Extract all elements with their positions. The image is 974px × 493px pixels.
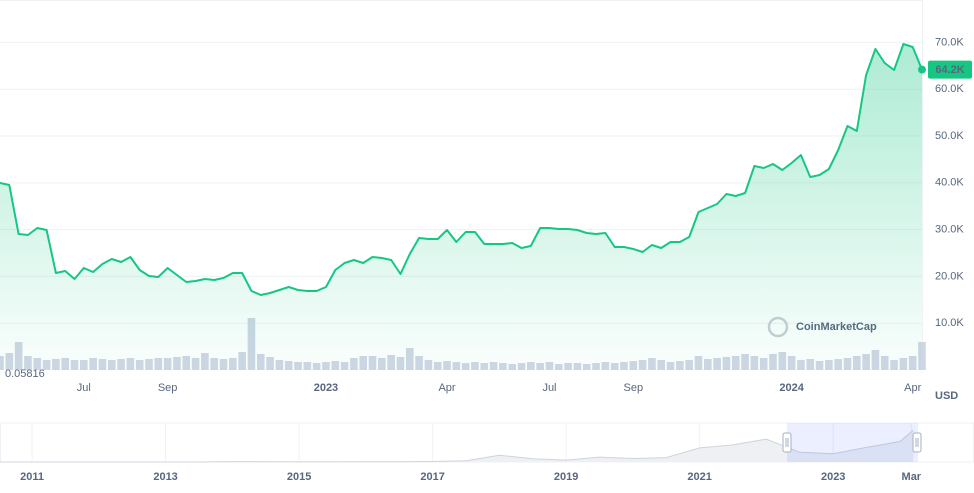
last-point (918, 65, 926, 74)
y-axis-label: USD (935, 390, 958, 402)
y-tick-label: 20.0K (935, 270, 964, 282)
navigator-tick-label: Mar (902, 471, 922, 483)
navigator-tick-label: 2021 (687, 471, 711, 483)
navigator-tick-label: 2011 (20, 471, 44, 483)
x-tick-label: Jul (77, 382, 91, 394)
navigator-handle[interactable] (782, 432, 792, 453)
y-tick-label: 60.0K (935, 83, 964, 95)
navigator-tick-label: 2023 (821, 471, 845, 483)
y-tick-label: 30.0K (935, 224, 964, 236)
navigator-tick-label: 2015 (287, 471, 311, 483)
navigator-tick-label: 2013 (153, 471, 177, 483)
navigator-tick-label: 2019 (554, 471, 578, 483)
x-tick-label: Sep (624, 382, 644, 394)
navigator-handle[interactable] (912, 432, 922, 453)
price-area (0, 44, 922, 370)
x-tick-label: Jul (542, 382, 556, 394)
navigator-area (0, 430, 914, 462)
x-tick-label: Apr (904, 382, 921, 394)
y-tick-label: 70.0K (935, 36, 964, 48)
x-tick-label: Sep (158, 382, 178, 394)
navigator-selection (787, 423, 918, 462)
y-tick-label: 10.0K (935, 317, 964, 329)
y-tick-label: 40.0K (935, 177, 964, 189)
navigator-tick-label: 2017 (420, 471, 444, 483)
price-line (0, 43, 923, 296)
last-label: 64.2K (935, 64, 964, 76)
x-tick-label: 2023 (314, 382, 338, 394)
y-tick-label: 50.0K (935, 130, 964, 142)
volume-min-label: 0.05816 (5, 368, 45, 380)
navigator-line (0, 429, 914, 463)
x-tick-label: 2024 (779, 382, 804, 394)
x-tick-label: Apr (438, 382, 455, 394)
last-badge (928, 60, 972, 79)
